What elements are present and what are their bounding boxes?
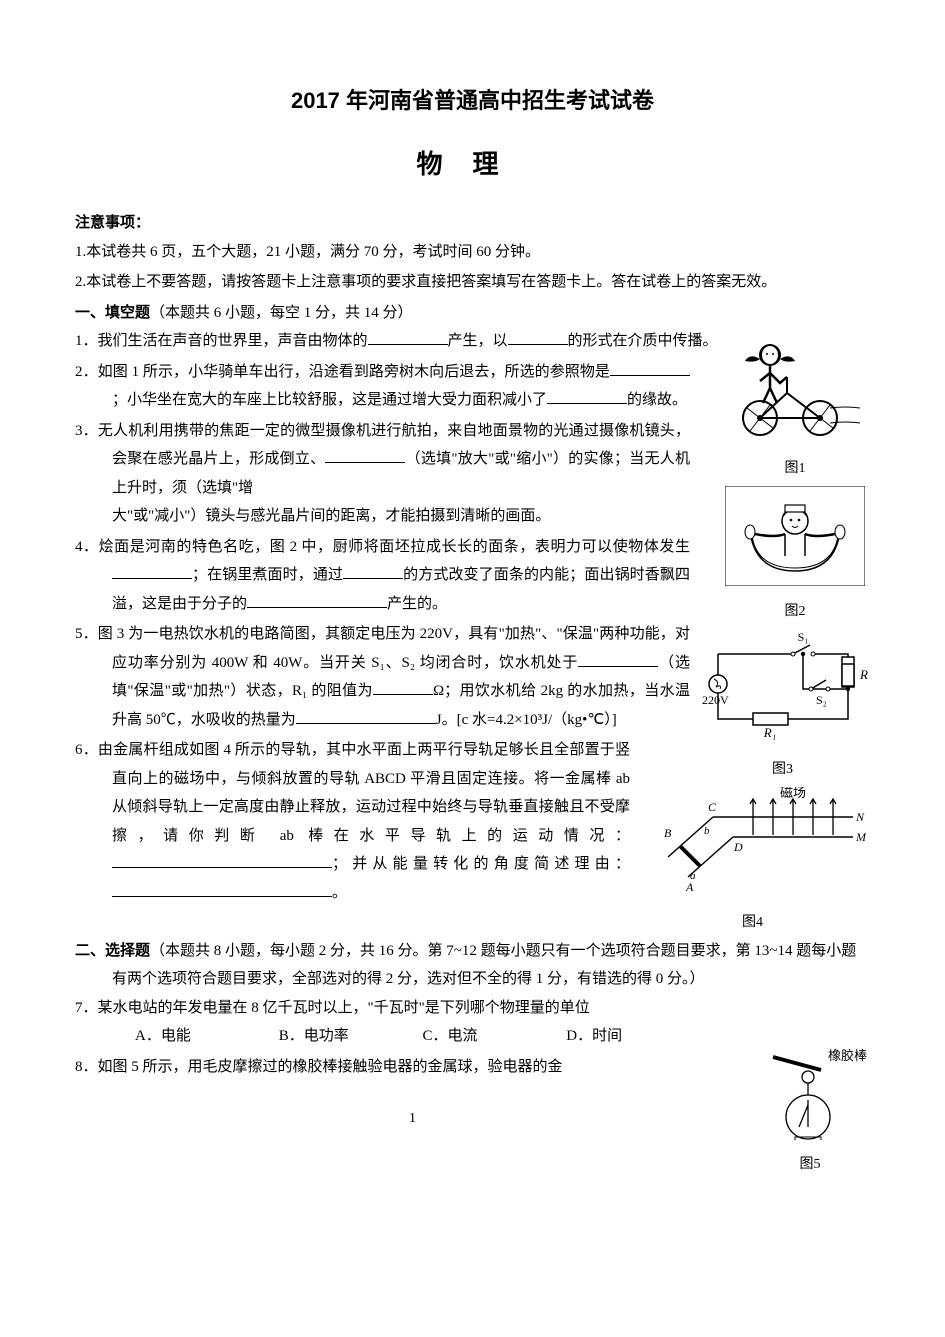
- q1-p1: 我们生活在声音的世界里，声音由物体的: [98, 333, 368, 349]
- q3-p3: 大"或"减小"）镜头与感光晶片间的距离，才能拍摄到清晰的画面。: [112, 508, 550, 524]
- figure-3-caption: 图3: [695, 757, 870, 784]
- bicycle-girl-icon: [725, 333, 865, 443]
- q8-num: 8．: [75, 1059, 98, 1075]
- q2-p1: 如图 1 所示，小华骑单车出行，沿途看到路旁树木向后退去，所选的参照物是: [98, 364, 610, 380]
- svg-text:B: B: [664, 826, 672, 840]
- q6-p3: 。: [332, 885, 347, 901]
- q2-num: 2．: [75, 364, 98, 380]
- svg-text:C: C: [708, 800, 717, 814]
- q4-p1: 烩面是河南的特色名吃，图 2 中，厨师将面坯拉成长长的面条，表明力可以使物体发生: [99, 539, 690, 555]
- figure-2: 图2: [720, 486, 870, 625]
- q5-num: 5．: [75, 626, 98, 642]
- q5-blank-1[interactable]: [578, 652, 658, 667]
- question-7: 7．某水电站的年发电量在 8 亿千瓦时以上，"千瓦时"是下列哪个物理量的单位 A…: [75, 994, 870, 1051]
- q2-p2: ；小华坐在宽大的车座上比较舒服，这是通过增大受力面积减小了: [112, 392, 547, 408]
- q7-option-b[interactable]: B．电功率: [279, 1022, 419, 1051]
- svg-text:D: D: [733, 840, 743, 854]
- rail-magnet-diagram-icon: B C A D b a N M 磁场: [638, 787, 868, 897]
- q4-p4: 产生的。: [387, 596, 447, 612]
- q8-text: 如图 5 所示，用毛皮摩擦过的橡胶棒接触验电器的金属球，验电器的金: [98, 1059, 563, 1075]
- section-1-header: 一、填空题（本题共 6 小题，每空 1 分，共 14 分）: [75, 299, 870, 328]
- q5-blank-3[interactable]: [296, 709, 436, 724]
- q6-blank-1[interactable]: [112, 853, 332, 868]
- q1-p3: 的形式在介质中传播。: [568, 333, 718, 349]
- svg-text:S₁: S₁: [797, 630, 808, 644]
- q6-num: 6．: [75, 742, 98, 758]
- q6-p1: 由金属杆组成如图 4 所示的导轨，其中水平面上两平行导轨足够长且全部置于竖直向上…: [98, 742, 630, 844]
- svg-text:R₁: R₁: [762, 725, 775, 740]
- svg-text:220V: 220V: [702, 693, 729, 707]
- section-2-header: 二、选择题（本题共 8 小题，每小题 2 分，共 16 分。第 7~12 题每小…: [75, 937, 870, 994]
- q3-num: 3．: [75, 423, 98, 439]
- figure-4: B C A D b a N M 磁场 图4: [635, 787, 870, 936]
- figure-2-caption: 图2: [720, 599, 870, 626]
- electroscope-icon: 橡胶棒: [753, 1045, 868, 1140]
- q3-blank-1[interactable]: [325, 448, 405, 463]
- svg-text:a: a: [690, 870, 696, 882]
- svg-text:R₂: R₂: [859, 667, 868, 682]
- svg-text:b: b: [704, 825, 710, 837]
- q4-blank-2[interactable]: [343, 564, 403, 579]
- svg-text:磁场: 磁场: [779, 787, 805, 800]
- exam-title: 2017 年河南省普通高中招生考试试卷: [75, 80, 870, 122]
- circuit-diagram-icon: S₁ 220V R₁ S₂ R₂: [698, 629, 868, 744]
- notice-line-2: 2.本试卷上不要答题，请按答题卡上注意事项的要求直接把答案填写在答题卡上。答在试…: [75, 268, 870, 297]
- section-2-title: 二、选择题: [75, 943, 150, 959]
- q5-blank-2[interactable]: [373, 680, 433, 695]
- figure-3: S₁ 220V R₁ S₂ R₂ 图3: [695, 629, 870, 783]
- svg-text:橡胶棒: 橡胶棒: [828, 1048, 867, 1063]
- q7-option-c[interactable]: C．电流: [423, 1022, 563, 1051]
- notice-heading: 注意事项：: [75, 209, 870, 238]
- q4-blank-1[interactable]: [112, 564, 192, 579]
- q4-blank-3[interactable]: [247, 593, 387, 608]
- q1-num: 1．: [75, 333, 98, 349]
- figure-1-caption: 图1: [720, 456, 870, 483]
- subject-title: 物理: [75, 140, 870, 189]
- svg-text:A: A: [685, 880, 694, 894]
- q1-p2: 产生，以: [448, 333, 508, 349]
- section-2-detail: （本题共 8 小题，每小题 2 分，共 16 分。第 7~12 题每小题只有一个…: [112, 943, 856, 988]
- q2-p3: 的缘故。: [627, 392, 687, 408]
- q4-p2: ；在锅里煮面时，通过: [192, 567, 343, 583]
- q2-blank-1[interactable]: [610, 361, 690, 376]
- figure-5-caption: 图5: [750, 1152, 870, 1179]
- svg-text:S₂: S₂: [816, 693, 827, 707]
- q5-p4: J。[c 水=4.2×10³J/（kg•℃）]: [436, 712, 617, 728]
- svg-text:N: N: [855, 810, 865, 824]
- section-1-title: 一、填空题: [75, 305, 150, 321]
- q1-blank-1[interactable]: [368, 330, 448, 345]
- notice-line-1: 1.本试卷共 6 页，五个大题，21 小题，满分 70 分，考试时间 60 分钟…: [75, 238, 870, 267]
- q7-text: 某水电站的年发电量在 8 亿千瓦时以上，"千瓦时"是下列哪个物理量的单位: [98, 1000, 590, 1016]
- figure-4-caption: 图4: [635, 910, 870, 937]
- q7-num: 7．: [75, 1000, 98, 1016]
- q2-blank-2[interactable]: [547, 389, 627, 404]
- figure-5: 橡胶棒 图5: [750, 1045, 870, 1179]
- q7-option-a[interactable]: A．电能: [135, 1022, 275, 1051]
- q1-blank-2[interactable]: [508, 330, 568, 345]
- section-1-detail: （本题共 6 小题，每空 1 分，共 14 分）: [150, 305, 413, 321]
- q6-blank-2[interactable]: [112, 882, 332, 897]
- svg-text:M: M: [855, 830, 867, 844]
- q4-num: 4．: [75, 539, 99, 555]
- figure-1: 图1: [720, 333, 870, 482]
- q7-option-d[interactable]: D．时间: [566, 1022, 706, 1051]
- chef-noodles-icon: [725, 486, 865, 586]
- q6-p2: ；并从能量转化的角度简述理由：: [332, 856, 630, 872]
